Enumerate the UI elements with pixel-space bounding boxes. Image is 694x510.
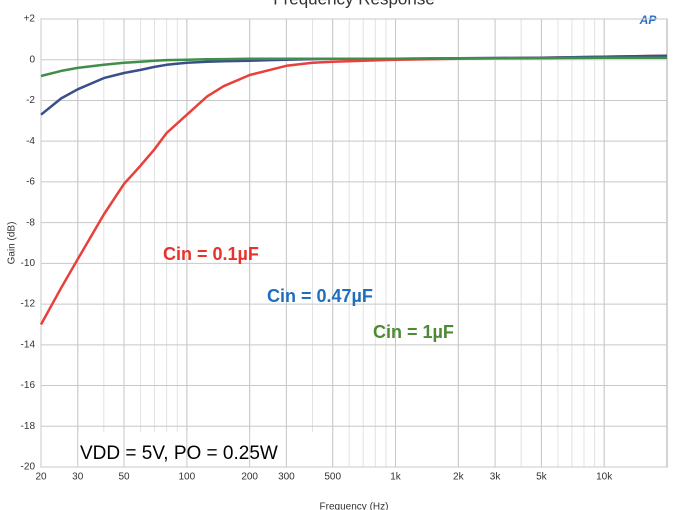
x-tick-label: 5k [536,472,548,483]
x-tick-label: 2k [453,472,465,483]
x-axis-label: Frequency (Hz) [320,502,389,510]
y-tick-label: -14 [21,339,36,350]
y-tick-label: -18 [21,421,36,432]
series-line [40,56,667,78]
x-tick-label: 10k [596,472,613,483]
x-tick-label: 300 [278,472,295,483]
chart-title: Frequency Response [273,0,435,8]
x-tick-label: 30 [72,472,84,483]
y-tick-label: +2 [24,14,36,25]
y-tick-label: -8 [26,217,35,228]
y-tick-label: -12 [21,299,36,310]
y-tick-label: 0 [29,54,35,65]
x-tick-label: 20 [35,472,47,483]
y-axis-label: Gain (dB) [7,222,18,265]
legend-label: Cin = 1µF [373,322,454,342]
annotation: VDD = 5V, PO = 0.25W [80,443,278,464]
y-tick-label: -2 [26,95,35,106]
x-tick-label: 50 [118,472,130,483]
y-tick-label: -20 [21,462,36,473]
plot-area [40,18,668,468]
x-tick-label: 100 [179,472,196,483]
y-tick-label: -10 [21,258,36,269]
annotation-box [66,432,321,476]
y-tick-label: -4 [26,136,35,147]
x-tick-label: 1k [390,472,402,483]
legend-label: Cin = 0.1µF [163,244,259,264]
x-tick-label: 500 [324,472,341,483]
logo: AP [639,13,658,27]
y-tick-label: -16 [21,380,36,391]
x-tick-label: 200 [241,472,258,483]
x-tick-label: 3k [490,472,502,483]
y-tick-label: -6 [26,177,35,188]
legend-label: Cin = 0.47µF [267,286,373,306]
